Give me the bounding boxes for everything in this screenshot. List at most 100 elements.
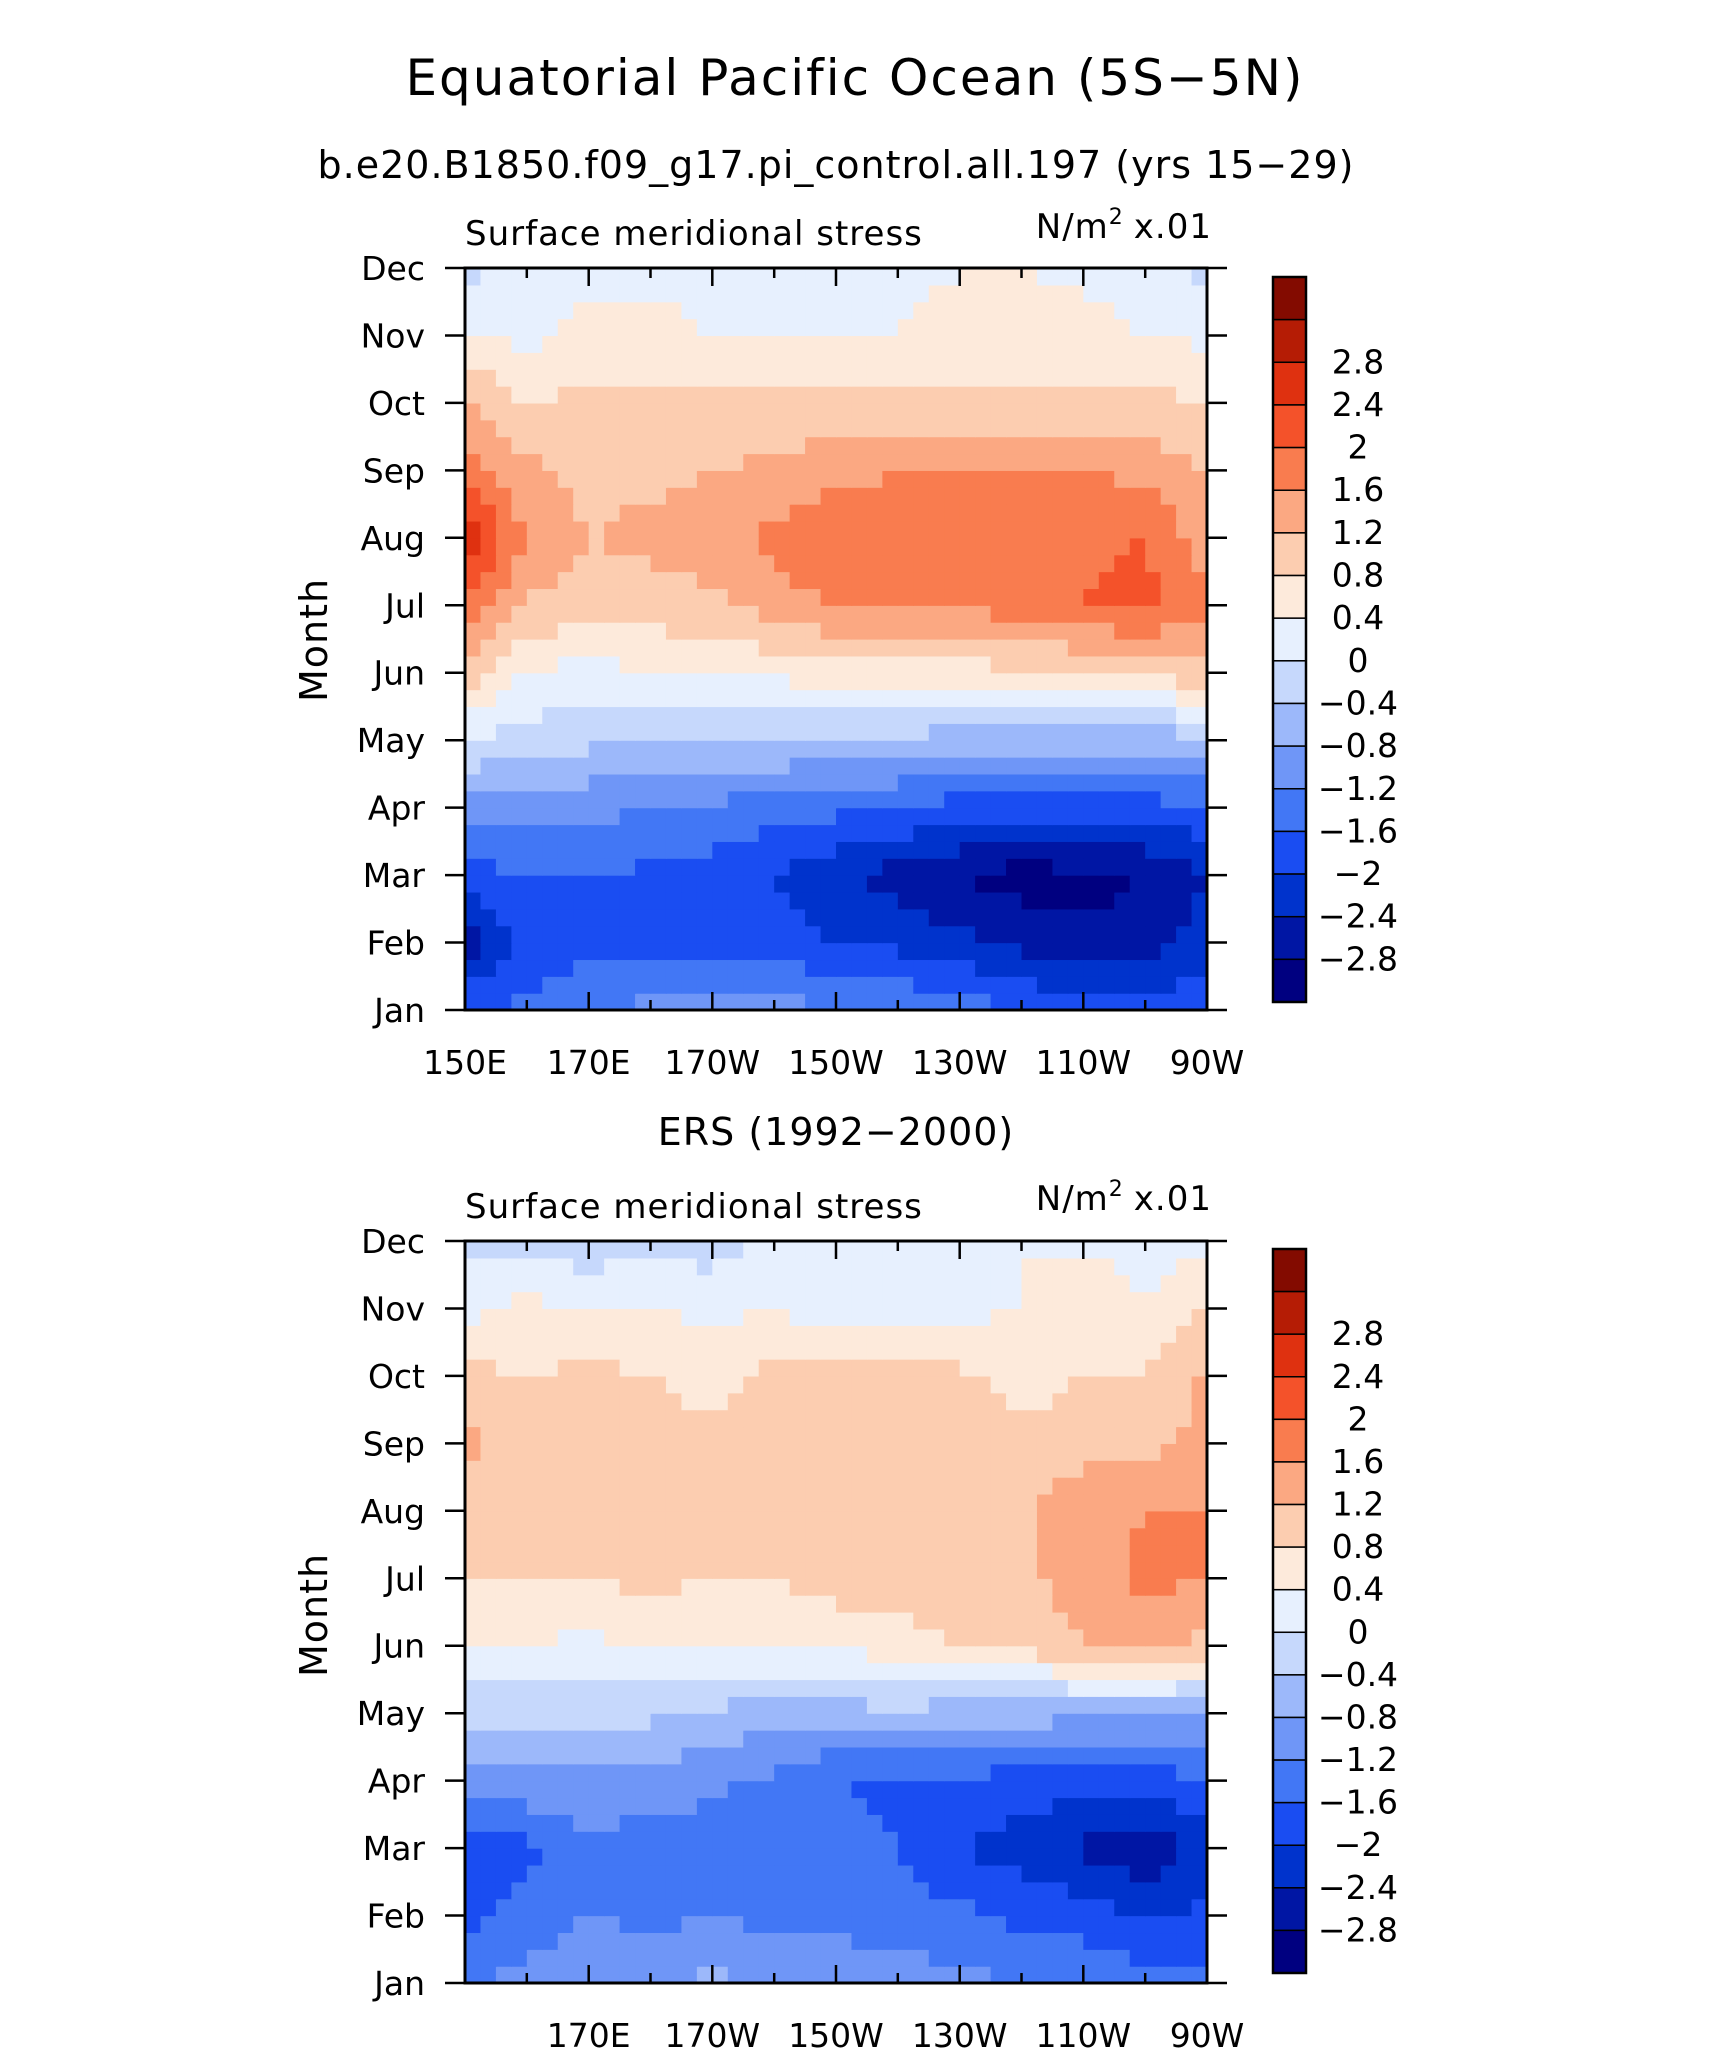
contour-cell	[696, 1342, 713, 1360]
contour-cell	[928, 1477, 945, 1495]
contour-cell	[604, 976, 621, 994]
contour-cell	[959, 824, 976, 842]
contour-cell	[727, 639, 744, 657]
contour-cell	[1067, 504, 1084, 522]
contour-cell	[944, 402, 961, 421]
contour-cell	[635, 605, 652, 623]
contour-cell	[1160, 1932, 1177, 1950]
contour-cell	[526, 908, 543, 927]
colorbar-swatch	[1272, 489, 1307, 534]
contour-cell	[1098, 335, 1115, 353]
contour-cell	[1036, 537, 1054, 556]
contour-cell	[897, 284, 914, 303]
contour-cell	[1083, 1595, 1100, 1613]
colorbar-label: −1.2	[1318, 1740, 1398, 1779]
contour-cell	[1129, 1898, 1146, 1917]
contour-cell	[1052, 1409, 1069, 1428]
contour-cell	[882, 1375, 899, 1394]
contour-cell	[650, 723, 667, 741]
contour-cell	[1083, 1359, 1100, 1377]
contour-cell	[836, 841, 853, 859]
contour-cell	[774, 925, 791, 944]
contour-cell	[975, 706, 992, 724]
contour-cell	[1114, 504, 1131, 522]
contour-cell	[635, 1898, 652, 1917]
contour-cell	[588, 1274, 605, 1293]
contour-cell	[712, 1898, 729, 1917]
contour-cell	[1160, 1696, 1177, 1714]
contour-cell	[836, 807, 853, 826]
contour-cell	[1145, 605, 1162, 623]
contour-cell	[836, 672, 853, 691]
contour-cell	[1098, 672, 1115, 691]
contour-cell	[1083, 588, 1100, 606]
contour-cell	[1176, 1628, 1193, 1647]
contour-cell	[851, 706, 868, 724]
contour-cell	[1114, 1325, 1131, 1343]
contour-cell	[573, 1713, 590, 1731]
contour-cell	[1114, 453, 1131, 471]
contour-cell	[495, 1375, 512, 1394]
contour-cell	[1098, 453, 1115, 471]
contour-cell	[851, 554, 868, 573]
contour-cell	[1114, 925, 1131, 944]
contour-cell	[1145, 622, 1162, 640]
contour-cell	[696, 1915, 713, 1934]
contour-cell	[712, 1359, 729, 1377]
contour-cell	[1006, 470, 1023, 488]
contour-cell	[975, 757, 992, 775]
contour-cell	[1052, 436, 1069, 455]
contour-cell	[820, 487, 837, 505]
contour-cell	[959, 1595, 976, 1613]
contour-cell	[1098, 284, 1115, 303]
contour-cell	[1129, 790, 1146, 809]
contour-cell	[820, 1763, 837, 1782]
contour-cell	[851, 1746, 868, 1765]
contour-cell	[805, 1881, 822, 1900]
contour-cell	[480, 386, 497, 404]
contour-cell	[975, 1477, 992, 1495]
contour-cell	[1006, 1679, 1023, 1697]
contour-cell	[866, 993, 883, 1011]
contour-cell	[820, 1797, 837, 1815]
contour-cell	[542, 520, 559, 539]
contour-cell	[774, 875, 791, 893]
colorbar-label: 1.6	[1332, 470, 1384, 509]
contour-cell	[1176, 1797, 1193, 1815]
contour-cell	[1083, 571, 1100, 590]
contour-cell	[526, 284, 543, 303]
contour-cell	[1191, 1746, 1208, 1765]
contour-cell	[650, 639, 667, 657]
contour-cell	[975, 487, 992, 505]
contour-cell	[526, 1915, 543, 1934]
contour-cell	[619, 537, 636, 556]
contour-cell	[480, 453, 497, 471]
contour-cell	[480, 1898, 497, 1917]
contour-cell	[743, 925, 760, 944]
contour-cell	[851, 689, 868, 708]
contour-cell	[650, 1392, 667, 1411]
contour-cell	[1114, 993, 1131, 1011]
contour-cell	[789, 1915, 806, 1934]
contour-cell	[526, 1898, 543, 1917]
y-tick-label: Dec	[361, 249, 425, 288]
contour-cell	[681, 1679, 698, 1697]
contour-cell	[743, 1746, 760, 1765]
contour-cell	[465, 1763, 482, 1782]
contour-cell	[588, 1527, 605, 1546]
contour-cell	[836, 605, 853, 623]
contour-field	[465, 268, 1208, 1011]
contour-cell	[1145, 1595, 1162, 1613]
contour-cell	[913, 1628, 930, 1647]
contour-cell	[882, 841, 899, 859]
contour-cell	[681, 1932, 698, 1950]
contour-cell	[820, 993, 837, 1011]
contour-cell	[588, 1645, 605, 1664]
contour-cell	[836, 1898, 853, 1917]
contour-cell	[542, 284, 559, 303]
contour-cell	[789, 504, 806, 522]
contour-cell	[789, 807, 806, 826]
contour-cell	[866, 1864, 883, 1883]
contour-cell	[975, 1409, 992, 1428]
contour-cell	[635, 622, 652, 640]
